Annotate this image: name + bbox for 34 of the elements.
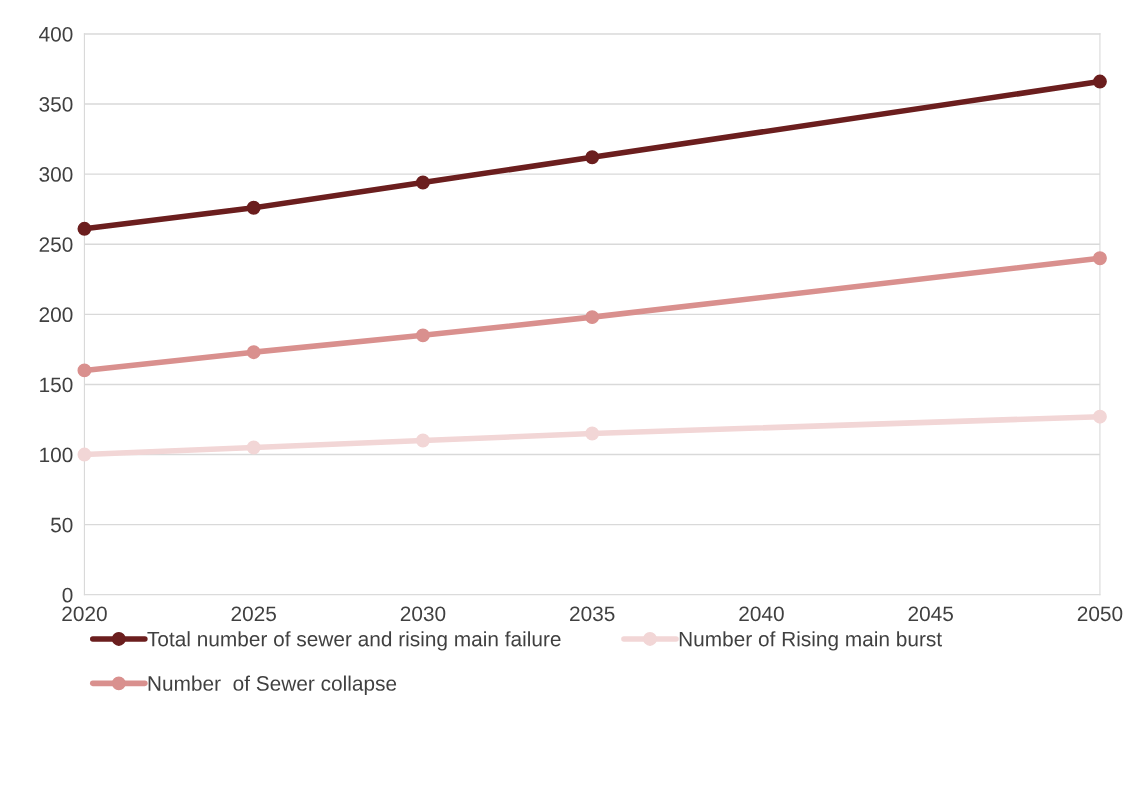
- point: [415, 175, 430, 190]
- point: [1092, 409, 1107, 424]
- point: [415, 433, 430, 448]
- x-tick-label: 2045: [908, 606, 953, 622]
- y-tick-label: 300: [39, 167, 73, 182]
- point: [585, 150, 600, 165]
- x-tick-label: 2040: [739, 606, 784, 622]
- point: [1092, 251, 1107, 266]
- point: [1092, 74, 1107, 89]
- y-tick-label: 400: [39, 26, 73, 42]
- legend-label: Number of Sewer collapse: [148, 675, 397, 695]
- x-tick-label: 2025: [231, 606, 276, 622]
- y-tick-label: 100: [40, 447, 73, 463]
- point: [246, 440, 261, 455]
- y-tick-label: 200: [39, 307, 73, 323]
- point: [246, 200, 261, 215]
- legend-label: Total number of sewer and rising main failure: [147, 631, 561, 651]
- y-tick-label: 150: [40, 377, 73, 393]
- y-tick-label: 250: [39, 237, 73, 252]
- point: [585, 426, 600, 441]
- point: [77, 447, 92, 462]
- point: [77, 363, 92, 378]
- x-tick-label: 2030: [400, 606, 446, 622]
- point: [246, 345, 261, 360]
- x-tick-label: 2020: [62, 606, 107, 622]
- x-tick-label: 2035: [570, 606, 615, 622]
- point: [77, 221, 92, 236]
- point: [415, 328, 430, 343]
- y-tick-label: 0: [62, 587, 73, 603]
- y-tick-label: 350: [39, 97, 73, 112]
- point: [585, 310, 600, 325]
- y-tick-label: 50: [50, 517, 73, 533]
- legend-label: Number of Rising main burst: [679, 631, 942, 651]
- x-tick-label: 2050: [1077, 606, 1123, 622]
